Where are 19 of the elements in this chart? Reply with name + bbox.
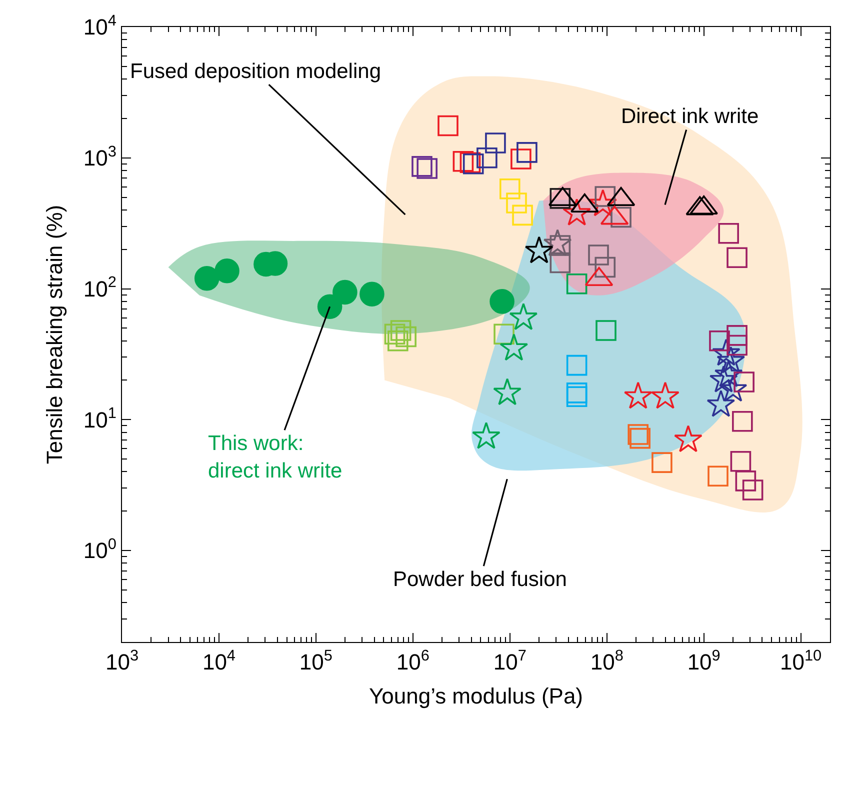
x-axis-title: Young’s modulus (Pa): [368, 683, 584, 708]
annotation: Powder bed fusion: [393, 568, 567, 591]
y-tick-label: 10$^{1}$: [83, 405, 116, 432]
x-tick-label: 10$^{3}$: [105, 647, 139, 675]
y-tick-label: 10$^{0}$: [83, 536, 116, 564]
x-tick-label: 10$^{7}$: [493, 647, 526, 675]
annotation: Fused deposition modeling: [130, 60, 381, 83]
x-tick-label: 10$^{9}$: [687, 647, 720, 675]
x-tick-label: 10$^{5}$: [299, 647, 332, 675]
x-tick-label: 10$^{8}$: [590, 647, 624, 675]
x-tick-label: 10$^{4}$: [202, 647, 236, 675]
annotation: Direct ink write: [621, 105, 759, 128]
y-tick-label: 10$^{2}$: [83, 274, 116, 302]
x-tick-label: 10$^{6}$: [396, 647, 430, 675]
y-tick-label: 10$^{4}$: [83, 12, 117, 40]
y-tick-label: 10$^{3}$: [83, 143, 116, 171]
annotation: This work: direct ink write: [208, 432, 342, 482]
y-axis-title: Tensile breaking strain (%): [42, 204, 68, 464]
x-tick-label: 10$^{10}$: [780, 647, 822, 675]
